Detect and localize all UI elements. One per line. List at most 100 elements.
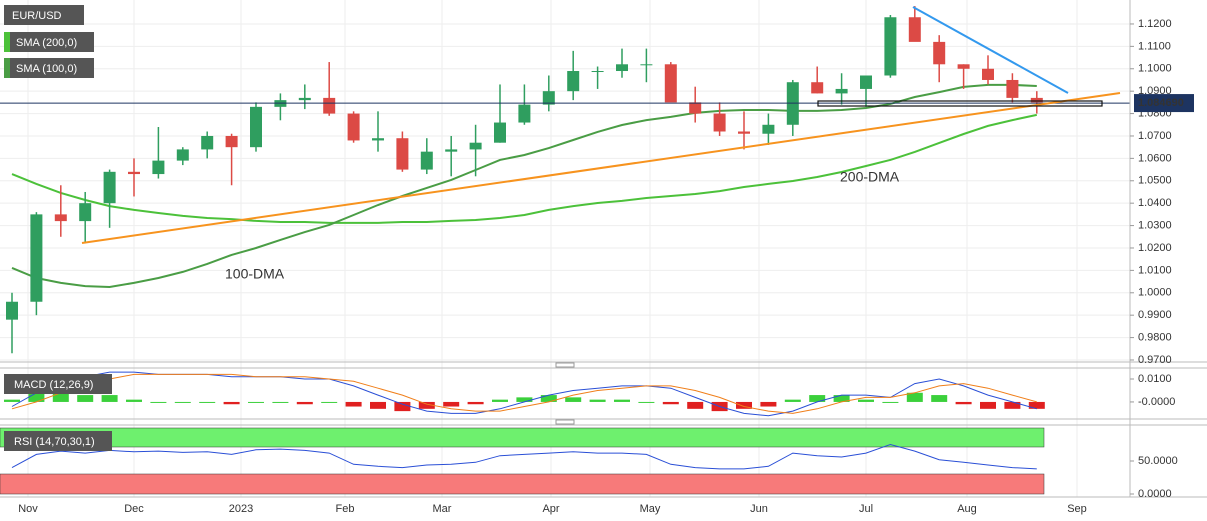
candle-body [884, 17, 897, 76]
rsi-oversold-band [0, 473, 1045, 495]
histogram-bar [687, 401, 704, 409]
candle-body [152, 160, 165, 175]
histogram-bar [345, 401, 362, 407]
rsi-line [11, 443, 1037, 470]
y-tick-label: 1.0100 [1138, 264, 1172, 276]
candle-body [664, 64, 677, 103]
legend-box[interactable] [4, 32, 94, 52]
legend-box[interactable] [4, 431, 112, 451]
histogram-bar [516, 397, 533, 402]
histogram-bar [150, 401, 167, 403]
y-tick-label: 0.9900 [1138, 309, 1172, 321]
annotation: 100-DMA [225, 266, 285, 282]
y-tick-label: 1.0600 [1138, 152, 1172, 164]
candle-body [567, 71, 580, 92]
histogram-bar [443, 401, 460, 407]
candle-body [372, 138, 384, 141]
candle-body [6, 301, 18, 320]
histogram-bar [980, 401, 996, 409]
y-tick-label: 1.0300 [1138, 219, 1172, 231]
histogram-bar [492, 399, 508, 402]
histogram-bar [833, 395, 850, 402]
candle-body [933, 41, 946, 65]
y-tick-label: 1.0200 [1138, 242, 1172, 254]
legend-box[interactable] [4, 58, 94, 78]
candle-body [835, 88, 848, 94]
candle-body [128, 171, 140, 175]
histogram-bar [467, 401, 484, 405]
y-tick-label: 1.1000 [1138, 63, 1172, 75]
candle-body [713, 113, 726, 132]
candle-body [176, 149, 189, 161]
legend-label: SMA (200,0) [16, 37, 77, 49]
candle-body [957, 64, 970, 69]
last-price-box [1134, 94, 1194, 113]
legend-box [4, 5, 84, 25]
macd-title: MACD (12,26,9) [14, 379, 93, 391]
candle-body [762, 124, 775, 134]
rsi-overbought-band [0, 427, 1045, 448]
candle-body [201, 135, 214, 150]
x-tick-label: Apr [542, 503, 559, 515]
histogram-bar [589, 399, 606, 402]
histogram-bar [931, 395, 948, 402]
candle-body [689, 102, 702, 114]
resize-grip[interactable] [555, 419, 575, 425]
histogram-bar [418, 401, 435, 409]
y-tick-label: 0.9800 [1138, 331, 1172, 343]
candle-body [469, 142, 482, 150]
y-tick-label: 1.0000 [1138, 287, 1172, 299]
legend-swatch [4, 58, 10, 78]
candle-body [225, 135, 238, 148]
histogram-bar [296, 401, 313, 405]
histogram-bar [638, 401, 655, 403]
histogram-bar [614, 399, 630, 402]
histogram-bar [52, 390, 69, 402]
histogram-bar [199, 401, 216, 403]
candle-body [323, 97, 336, 114]
histogram-bar [101, 395, 118, 402]
histogram-bar [858, 399, 874, 402]
resize-grip[interactable] [555, 362, 575, 368]
histogram-bar [809, 395, 826, 402]
histogram-bar [272, 401, 289, 403]
x-tick-label: Mar [433, 503, 452, 515]
x-tick-label: Feb [336, 503, 355, 515]
x-tick-label: Dec [124, 503, 144, 515]
x-tick-label: Aug [957, 503, 977, 515]
candle-body [542, 91, 555, 105]
histogram-bar [394, 401, 411, 412]
support-trendline [81, 92, 1121, 244]
y-tick-label: 1.1200 [1138, 18, 1172, 30]
histogram-bar [248, 401, 264, 403]
last-price-label: 1.084690 [1138, 97, 1184, 109]
chart-title: EUR/USD [12, 10, 62, 22]
histogram-bar [321, 401, 338, 403]
histogram-bar [126, 399, 142, 402]
resistance-trendline [912, 6, 1069, 94]
y-tick-label: 0.9700 [1138, 354, 1172, 366]
candle-body [811, 82, 824, 94]
y-tick-label: 1.0700 [1138, 130, 1172, 142]
y-tick-label: 0.0100 [1138, 373, 1172, 385]
legend-box[interactable] [4, 374, 112, 394]
y-tick-label: 50.0000 [1138, 455, 1178, 467]
y-tick-label: 0.0000 [1138, 488, 1172, 500]
rsi-title: RSI (14,70,30,1) [14, 436, 95, 448]
candle-body [1006, 79, 1019, 98]
signal-line [11, 373, 1037, 414]
y-tick-label: 1.1100 [1138, 40, 1171, 52]
y-tick-label: 1.0500 [1138, 175, 1172, 187]
candle-body [494, 122, 506, 143]
legend-swatch [4, 32, 10, 52]
y-tick-label: -0.0000 [1138, 396, 1175, 408]
histogram-bar [784, 399, 801, 402]
candle-body [640, 64, 653, 66]
candle-body [908, 17, 921, 42]
histogram-bar [760, 401, 777, 407]
histogram-bar [4, 399, 20, 402]
candle-body [982, 68, 994, 80]
candle-body [298, 97, 311, 101]
candle-body [616, 64, 628, 72]
